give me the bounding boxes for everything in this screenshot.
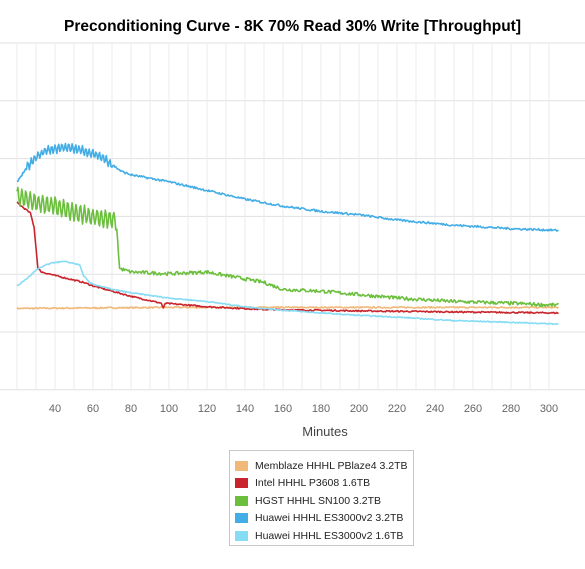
legend-label: Huawei HHHL ES3000v2 1.6TB xyxy=(255,529,404,542)
legend-swatch xyxy=(235,513,248,524)
x-axis-label: Minutes xyxy=(302,424,348,439)
legend-item[interactable]: HGST HHHL SN100 3.2TB xyxy=(235,492,413,510)
x-tick-label: 140 xyxy=(236,403,254,415)
x-tick-label: 260 xyxy=(464,403,482,415)
series-line xyxy=(16,305,560,310)
legend-label: HGST HHHL SN100 3.2TB xyxy=(255,494,382,507)
gridlines xyxy=(0,42,585,391)
legend-swatch xyxy=(235,478,248,489)
x-tick-labels: 40 60 80 100 120 140 160 180 200 220 240 260 280 300 xyxy=(49,403,558,415)
legend-item[interactable]: Huawei HHHL ES3000v2 3.2TB xyxy=(235,510,413,528)
legend-label: Huawei HHHL ES3000v2 3.2TB xyxy=(255,512,404,525)
series-line xyxy=(16,142,559,232)
x-tick-label: 40 xyxy=(49,403,61,415)
x-tick-label: 120 xyxy=(198,403,216,415)
legend-item[interactable]: Huawei HHHL ES3000v2 1.6TB xyxy=(235,527,413,545)
x-tick-label: 180 xyxy=(312,403,330,415)
series-line xyxy=(16,260,559,326)
chart-title: Preconditioning Curve - 8K 70% Read 30% … xyxy=(63,18,521,35)
legend-item[interactable]: Intel HHHL P3608 1.6TB xyxy=(235,475,413,493)
legend-swatch xyxy=(235,460,248,471)
legend-label: Intel HHHL P3608 1.6TB xyxy=(255,477,371,490)
series-line xyxy=(16,186,559,308)
x-tick-label: 280 xyxy=(502,403,520,415)
legend-swatch xyxy=(235,530,248,541)
legend: Memblaze HHHL PBlaze4 3.2TB Intel HHHL P3… xyxy=(229,450,414,546)
series-lines xyxy=(16,142,560,326)
x-tick-label: 80 xyxy=(125,403,137,415)
x-tick-label: 300 xyxy=(540,403,558,415)
x-tick-label: 60 xyxy=(87,403,99,415)
x-tick-label: 240 xyxy=(426,403,444,415)
x-tick-label: 200 xyxy=(350,403,368,415)
x-tick-label: 160 xyxy=(274,403,292,415)
legend-item[interactable]: Memblaze HHHL PBlaze4 3.2TB xyxy=(235,457,413,475)
legend-label: Memblaze HHHL PBlaze4 3.2TB xyxy=(255,459,408,472)
x-tick-label: 100 xyxy=(160,403,178,415)
legend-swatch xyxy=(235,495,248,506)
x-tick-label: 220 xyxy=(388,403,406,415)
